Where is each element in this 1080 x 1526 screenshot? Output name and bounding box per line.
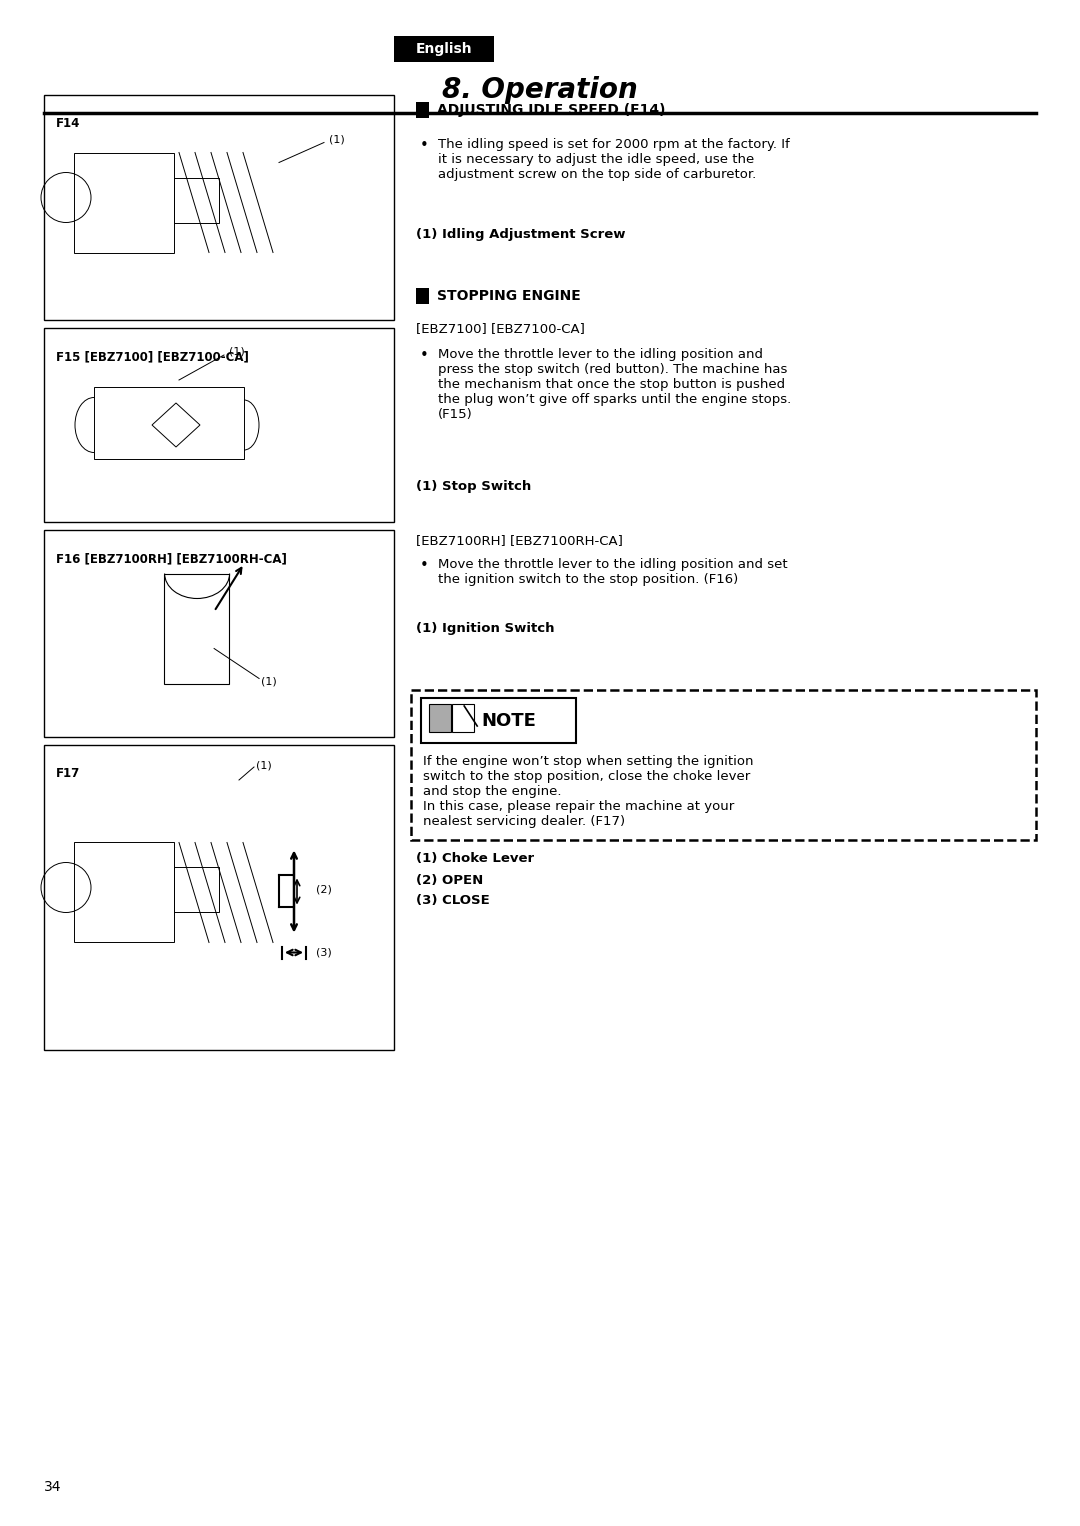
Bar	[453, 703, 474, 732]
Text: The idling speed is set for 2000 rpm at the factory. If
it is necessary to adjus: The idling speed is set for 2000 rpm at …	[438, 137, 789, 182]
Bar	[416, 102, 429, 118]
Text: If the engine won’t stop when setting the ignition
switch to the stop position, : If the engine won’t stop when setting th…	[423, 755, 754, 829]
Text: •: •	[420, 348, 429, 363]
Text: •: •	[420, 137, 429, 153]
Bar	[44, 745, 394, 1050]
Text: (1): (1)	[229, 346, 245, 357]
Bar	[416, 288, 429, 304]
Bar	[44, 530, 394, 737]
Text: 8. Operation: 8. Operation	[442, 76, 638, 104]
Bar	[164, 574, 229, 684]
Text: (1): (1)	[256, 760, 272, 771]
Text: (1) Choke Lever: (1) Choke Lever	[416, 852, 535, 865]
Bar	[75, 842, 174, 943]
Text: (2): (2)	[316, 885, 332, 894]
Text: (1): (1)	[261, 676, 276, 687]
Text: F15 [EBZ7100] [EBZ7100-CA]: F15 [EBZ7100] [EBZ7100-CA]	[56, 349, 248, 363]
Text: (3) CLOSE: (3) CLOSE	[416, 894, 490, 906]
Text: F17: F17	[56, 768, 80, 780]
Bar	[411, 690, 1036, 839]
Text: [EBZ7100RH] [EBZ7100RH-CA]: [EBZ7100RH] [EBZ7100RH-CA]	[416, 534, 623, 546]
Bar	[394, 37, 495, 63]
Text: (2) OPEN: (2) OPEN	[416, 874, 484, 887]
Bar	[421, 697, 577, 743]
Text: STOPPING ENGINE: STOPPING ENGINE	[437, 288, 581, 302]
Text: English: English	[416, 43, 473, 56]
Bar	[174, 867, 219, 913]
Text: (1) Idling Adjustment Screw: (1) Idling Adjustment Screw	[416, 227, 625, 241]
Text: Move the throttle lever to the idling position and set
the ignition switch to th: Move the throttle lever to the idling po…	[438, 559, 787, 586]
Bar	[44, 328, 394, 522]
Text: (1) Ignition Switch: (1) Ignition Switch	[416, 623, 555, 635]
Text: (1): (1)	[329, 134, 345, 145]
Bar	[44, 95, 394, 320]
Text: [EBZ7100] [EBZ7100-CA]: [EBZ7100] [EBZ7100-CA]	[416, 322, 585, 336]
Text: •: •	[420, 559, 429, 572]
Text: (3): (3)	[316, 948, 332, 957]
Text: 34: 34	[44, 1480, 62, 1494]
Bar	[75, 153, 174, 252]
Text: F16 [EBZ7100RH] [EBZ7100RH-CA]: F16 [EBZ7100RH] [EBZ7100RH-CA]	[56, 552, 287, 565]
Bar	[174, 177, 219, 223]
Text: ADJUSTING IDLE SPEED (F14): ADJUSTING IDLE SPEED (F14)	[437, 102, 665, 118]
Bar	[94, 388, 244, 459]
Text: Move the throttle lever to the idling position and
press the stop switch (red bu: Move the throttle lever to the idling po…	[438, 348, 792, 421]
Bar	[429, 703, 451, 732]
Text: (1) Stop Switch: (1) Stop Switch	[416, 481, 531, 493]
Text: NOTE: NOTE	[482, 711, 536, 729]
Text: F14: F14	[56, 118, 80, 130]
